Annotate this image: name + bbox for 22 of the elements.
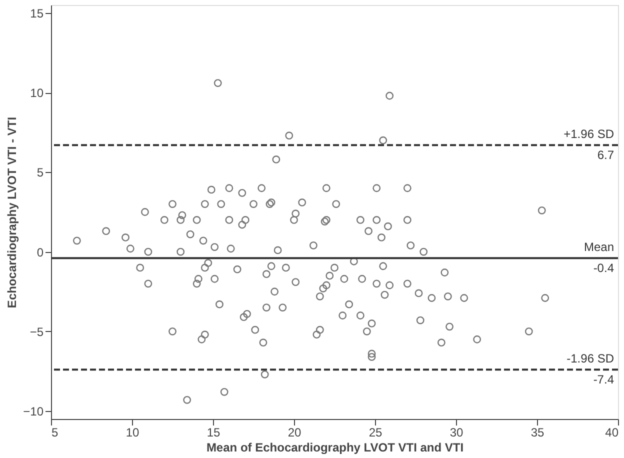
annotation: -7.4 [593,372,614,387]
y-tick-label: 15 [30,6,44,20]
x-tick-label: 30 [450,426,464,440]
y-axis-title: Echocardiography LVOT VTI - VTI [5,116,20,308]
x-axis-title: Mean of Echocardiography LVOT VTI and VTI [206,440,464,454]
y-tick-label: −10 [23,404,44,419]
x-tick-label: 15 [206,426,220,440]
x-tick-label: 25 [368,426,382,440]
y-tick-label: −5 [30,324,44,339]
y-tick-label: 0 [36,245,44,260]
y-tick-label: 10 [30,86,44,100]
x-tick-label: 20 [288,426,302,440]
x-tick-label: 35 [530,426,544,440]
ref-line-label: -1.96 SD [566,352,614,366]
x-tick-label: 10 [126,426,140,440]
ref-line-label: Mean [584,240,614,254]
x-tick-label: 40 [605,426,619,440]
annotation: -0.4 [593,261,614,276]
y-tick-label: 5 [36,166,44,180]
annotation: 6.7 [597,148,614,162]
x-tick-label: 5 [52,426,58,440]
ref-line-label: +1.96 SD [564,127,614,142]
